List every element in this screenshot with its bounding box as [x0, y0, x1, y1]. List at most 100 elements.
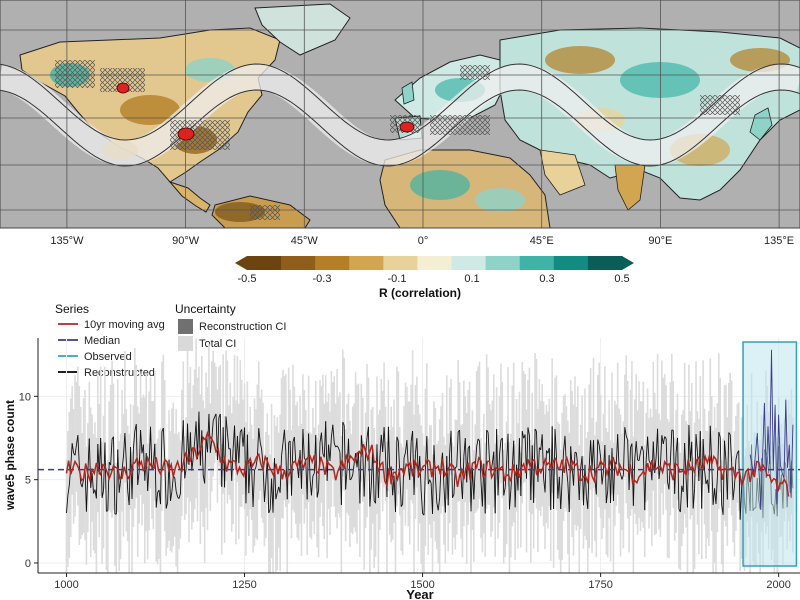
reconstructed-segment [101, 490, 104, 498]
reconstructed-segment [302, 429, 305, 459]
reconstructed-segment [85, 472, 89, 512]
reconstructed-segment [387, 426, 391, 472]
reconstructed-segment [617, 434, 620, 470]
colorbar-low-arrow [235, 256, 247, 270]
map-panel [0, 0, 800, 228]
legend-uncertainty-label: Total CI [199, 338, 236, 350]
colorbar-swatch [485, 256, 521, 270]
reconstructed-segment [142, 444, 146, 481]
x-tick-label: 1000 [54, 579, 78, 591]
reconstructed-segment [264, 481, 267, 502]
reconstructed-segment [342, 421, 345, 426]
observed-series-line [749, 349, 794, 510]
reconstructed-segment [375, 444, 378, 504]
x-tick-label: 1250 [232, 579, 256, 591]
reconstructed-segment [622, 427, 626, 475]
reconstructed-segment [219, 413, 223, 487]
legend-uncertainty-swatch [178, 319, 193, 334]
reconstructed-segment [604, 445, 607, 504]
reconstructed-segment [672, 430, 676, 494]
colorbar-tick-label: -0.1 [388, 273, 407, 285]
reconstructed-segment [221, 427, 224, 487]
map-x-tick-label: 135°W [50, 235, 84, 247]
colorbar-high-arrow [622, 256, 634, 270]
x-axis-label: Year [406, 587, 433, 600]
reconstructed-segment [708, 425, 711, 493]
timeseries-axes: 1000 1250 1500 1750 2000 0 5 10 [19, 391, 791, 591]
map-x-tick-label: 0° [418, 235, 429, 247]
reconstructed-segment [224, 416, 227, 488]
reconstructed-segment [208, 413, 211, 453]
reconstructed-segment [379, 434, 382, 459]
reconstructed-segment [400, 503, 404, 507]
japan [749, 107, 773, 141]
timeseries-panel: 1000 1250 1500 1750 2000 0 5 10 wave5 phase cou… [3, 338, 800, 600]
reconstructed-segment [273, 458, 277, 500]
britain [401, 81, 415, 105]
reconstructed-segment [476, 438, 479, 447]
colorbar-swatch [349, 256, 384, 270]
colorbar-swatch [519, 256, 555, 270]
reconstructed-segment [641, 445, 644, 452]
reconstructed-segment [530, 445, 533, 501]
colorbar-swatch [281, 256, 316, 270]
reconstructed-segment [432, 445, 435, 514]
reconstructed-segment [437, 497, 441, 511]
reconstructed-segment [645, 436, 649, 461]
reconstructed-segment [687, 425, 690, 508]
moving-average-line [65, 431, 790, 497]
reconstructed-segment [726, 432, 730, 500]
reconstructed-segment [329, 436, 332, 462]
reconstructed-segment [259, 442, 263, 450]
reconstructed-segment [597, 439, 600, 446]
reconstructed-segment [581, 456, 584, 506]
reconstructed-segment [499, 440, 502, 456]
reconstructed-segment [433, 445, 436, 477]
reconstructed-segment [695, 434, 698, 453]
reconstructed-segment [661, 435, 664, 445]
reconstructed-segment [225, 416, 228, 433]
reconstructed-segment [67, 484, 70, 496]
reconstructed-segment [272, 458, 275, 513]
reconstructed-segment [601, 471, 604, 485]
reconstructed-segment [178, 493, 181, 499]
reconstructed-segment [124, 433, 127, 462]
reconstructed-segment [534, 428, 537, 432]
reconstructed-segment [306, 433, 310, 500]
reconstructed-segment [399, 473, 402, 507]
reconstructed-segment [487, 432, 490, 461]
reconstructed-segment [674, 452, 677, 494]
reconstructed-segment [533, 429, 536, 503]
reconstructed-segment [712, 488, 715, 505]
y-axis-label: wave5 phase count [3, 400, 17, 511]
reconstructed-segment [471, 468, 475, 500]
reconstructed-segment [132, 430, 136, 449]
reconstructed-segment [343, 425, 347, 490]
reconstructed-segment [621, 474, 624, 480]
reconstructed-segment [254, 466, 257, 471]
reconstructed-segment [286, 442, 290, 500]
reconstructed-segment [598, 444, 602, 458]
reconstructed-segment [185, 423, 189, 469]
reconstructed-segment [312, 473, 315, 477]
reconstructed-segment [732, 485, 735, 501]
reconstructed-segment [423, 468, 426, 516]
reconstructed-segment [574, 451, 577, 454]
reconstructed-segment [66, 494, 69, 514]
reconstructed-segment [383, 427, 386, 456]
graticule [0, 0, 800, 228]
x-tick-label: 1750 [588, 579, 612, 591]
reconstructed-segment [692, 488, 696, 509]
reconstructed-segment [605, 491, 609, 504]
y-tick-label: 10 [19, 391, 31, 403]
legend-series-title: Series [55, 302, 89, 316]
reconstructed-segment [455, 466, 457, 468]
reconstructed-segment [198, 411, 201, 466]
reconstructed-segment [110, 439, 113, 466]
map-x-axis: 135°W 90°W 45°W 0° 45°E 90°E 135°E [50, 235, 794, 247]
reconstructed-segment [588, 440, 592, 468]
colorbar-swatch [247, 256, 282, 270]
reconstructed-segment [115, 449, 119, 515]
reconstructed-segment [456, 431, 459, 467]
